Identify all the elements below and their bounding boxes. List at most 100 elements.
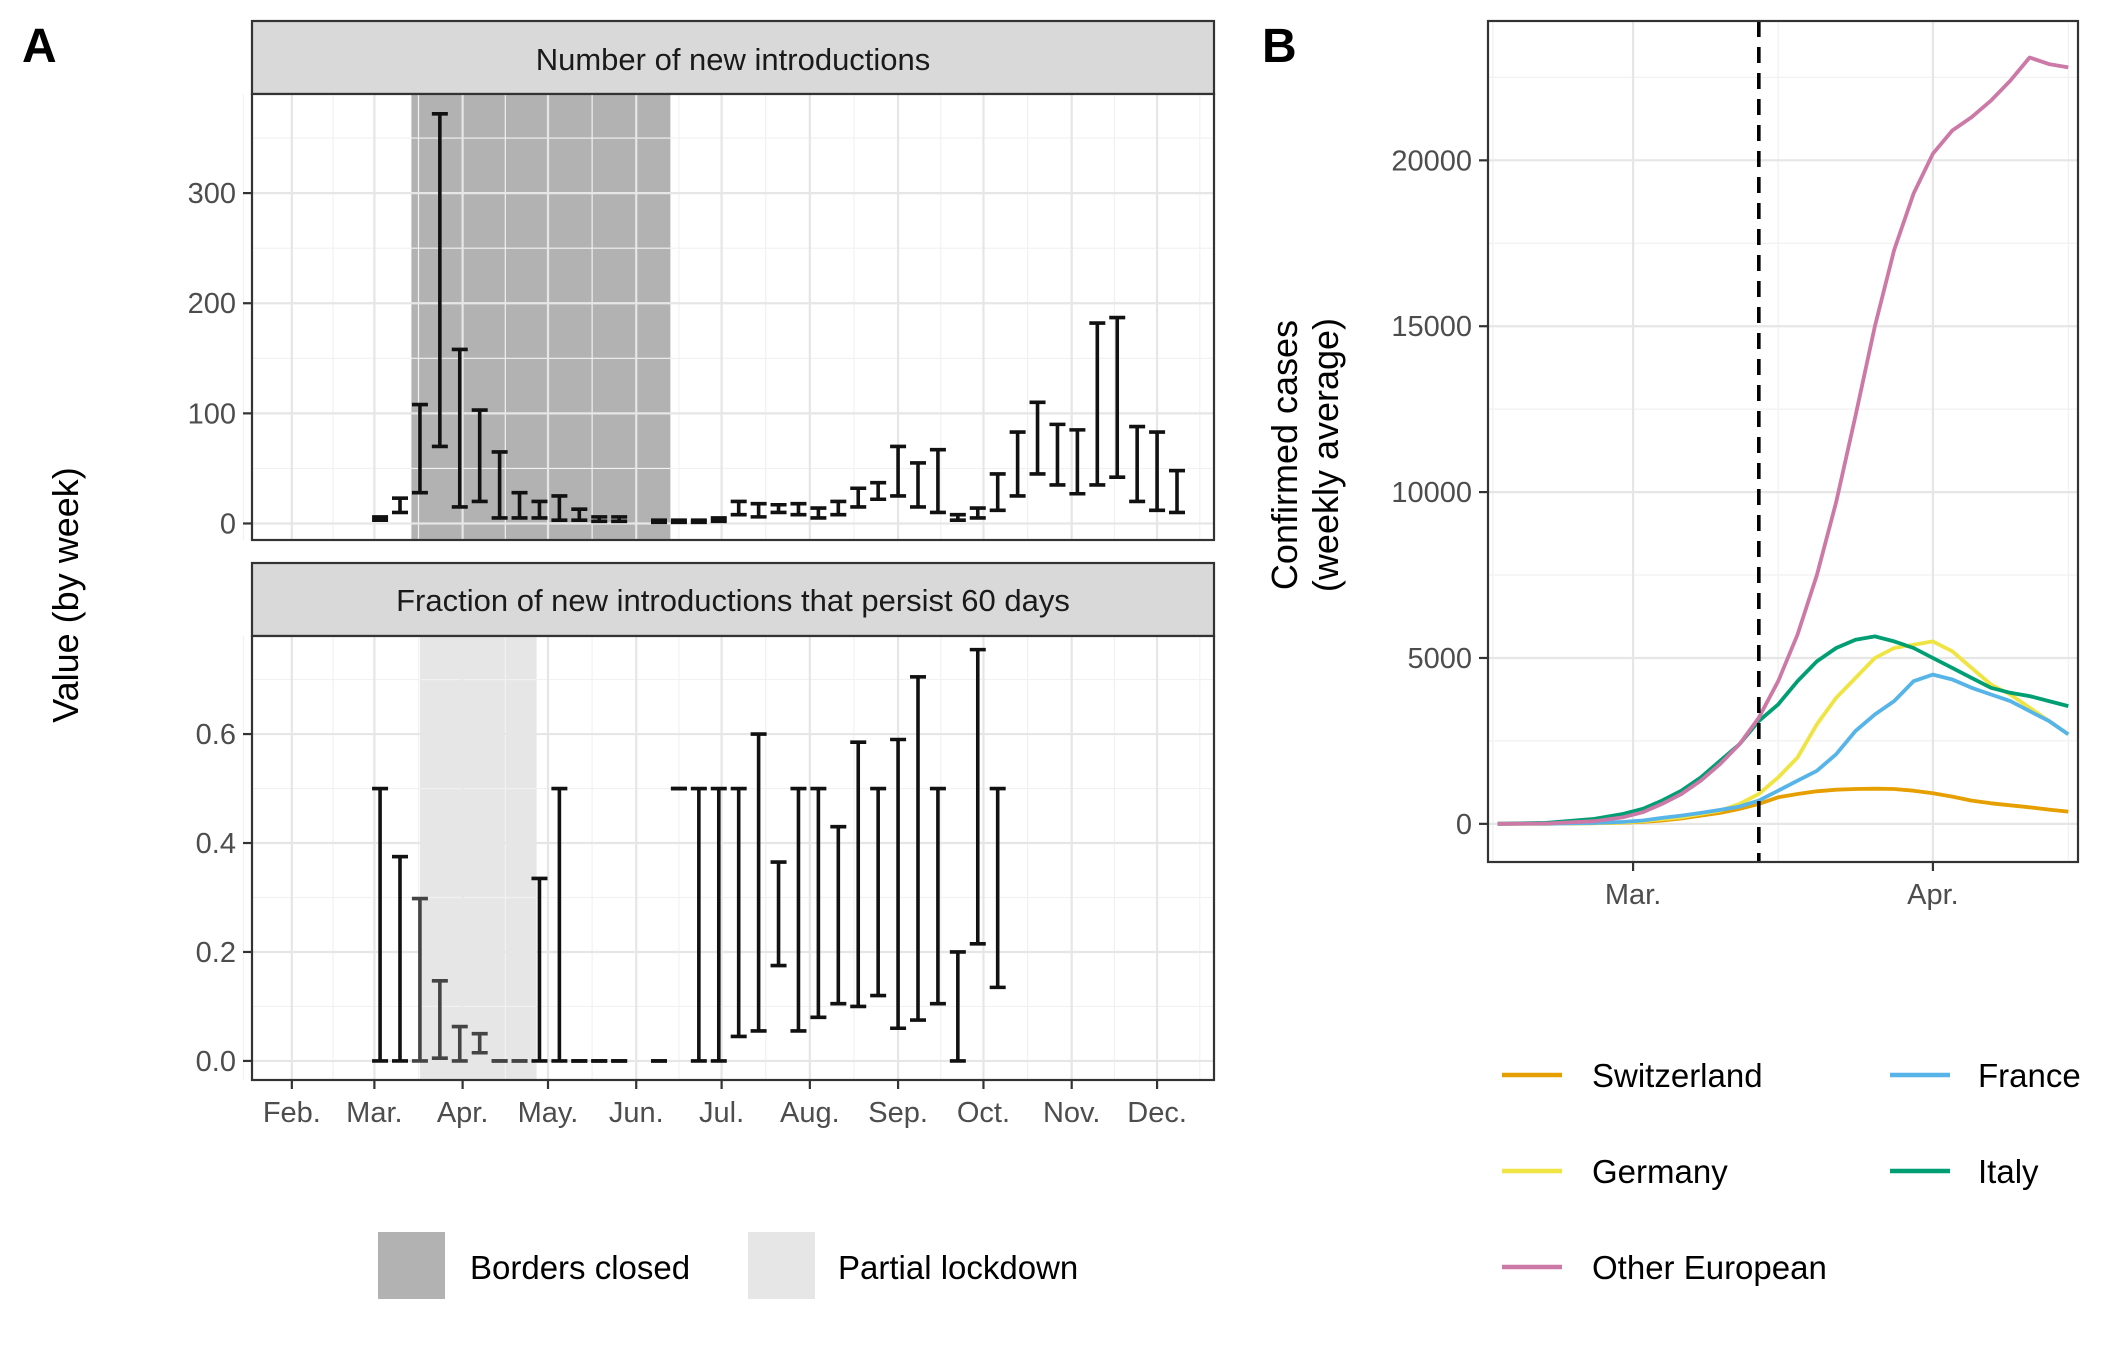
- panel-b-series: [1497, 55, 2070, 826]
- error-bar: [770, 502, 787, 515]
- error-bar: [810, 506, 827, 520]
- error-bar: [710, 786, 727, 1063]
- error-bar: [411, 402, 428, 495]
- error-bar: [670, 518, 687, 525]
- bottom-y-axis: 0.0 0.2 0.4 0.6: [196, 719, 252, 1078]
- shaded-region: [419, 636, 537, 1080]
- error-bar: [989, 472, 1006, 513]
- bottom-plot-frame: [250, 634, 1216, 1082]
- y-tick-label: 0: [1456, 809, 1472, 841]
- error-bar: [591, 515, 608, 524]
- error-bar: [710, 516, 727, 524]
- panel-a-y-axis-title: Value (by week): [45, 467, 86, 722]
- x-tick-label: Mar.: [346, 1097, 402, 1129]
- error-bar: [611, 515, 628, 524]
- y-tick-label: 0: [220, 508, 236, 540]
- error-bar: [870, 480, 887, 502]
- series-line-other-european: [1497, 55, 2069, 826]
- error-bar: [969, 506, 986, 520]
- top-y-axis: 0 100 200 300: [188, 178, 252, 540]
- error-bar: [850, 740, 867, 1009]
- error-bar: [372, 786, 389, 1063]
- panel-b-y-axis: 0 5000 10000 15000 20000: [1391, 145, 1488, 841]
- legend-label-italy: Italy: [1978, 1153, 2039, 1190]
- top-facet-strip: [250, 19, 1216, 96]
- error-bar: [730, 499, 747, 517]
- x-tick-label: Oct.: [957, 1097, 1010, 1129]
- error-bar: [810, 786, 827, 1020]
- shaded-region: [411, 94, 671, 540]
- borders-closed-shading: [411, 94, 671, 540]
- error-bar: [690, 518, 707, 525]
- x-tick-label: Mar.: [1605, 879, 1661, 911]
- error-bar: [929, 786, 946, 1006]
- error-bar: [790, 501, 807, 517]
- error-bar: [770, 860, 787, 968]
- x-tick-label: May.: [518, 1097, 579, 1129]
- error-bar: [830, 824, 847, 1006]
- error-bar: [471, 1031, 488, 1055]
- bottom-facet-strip: [250, 561, 1216, 638]
- legend-key-partial-lockdown: [748, 1232, 815, 1299]
- legend-label-other-european: Other European: [1592, 1249, 1827, 1286]
- error-bar: [929, 447, 946, 515]
- error-bar: [1089, 321, 1106, 487]
- top-plot-background: [252, 94, 1214, 540]
- error-bar: [551, 494, 568, 522]
- error-bar: [1109, 315, 1126, 480]
- x-tick-label: Sep.: [868, 1097, 928, 1129]
- error-bar: [1149, 430, 1166, 513]
- panel-a-legend: Borders closed Partial lockdown: [378, 1232, 1078, 1299]
- y-tick-label: 0.6: [196, 719, 236, 751]
- y-tick-label: 300: [188, 178, 236, 210]
- error-bar: [471, 408, 488, 504]
- error-bar: [870, 786, 887, 998]
- panel-b-gridlines: [1488, 21, 2078, 862]
- panel-b-plot-frame: [1486, 19, 2080, 864]
- x-tick-label: Feb.: [263, 1097, 321, 1129]
- top-plot-frame: [250, 92, 1216, 542]
- x-tick-label: Jun.: [609, 1097, 664, 1129]
- error-bar: [910, 675, 926, 1022]
- panel-b-plot-background: [1488, 21, 2078, 862]
- bottom-facet-title: Fraction of new introductions that persi…: [396, 583, 1070, 618]
- error-bar: [1029, 400, 1046, 476]
- legend-label-france: France: [1978, 1057, 2081, 1094]
- error-bar: [1009, 430, 1026, 498]
- legend-label-germany: Germany: [1592, 1153, 1728, 1190]
- x-tick-label: Dec.: [1127, 1097, 1187, 1129]
- panel-label-a: A: [22, 20, 57, 73]
- panel-b-legend: Switzerland France Germany Italy Other E…: [1502, 1057, 2081, 1286]
- y-tick-label: 0.0: [196, 1046, 236, 1078]
- error-bar: [949, 512, 966, 522]
- error-bar: [571, 507, 588, 522]
- panel-b-x-axis: Mar. Apr.: [1605, 862, 1959, 911]
- panel-b-y-title-line1: Confirmed cases: [1264, 320, 1305, 590]
- error-bar: [890, 737, 907, 1031]
- error-bar: [431, 112, 448, 449]
- panel-label-b: B: [1262, 20, 1297, 73]
- x-tick-label: Nov.: [1043, 1097, 1100, 1129]
- panel-a-top-facet: Number of new introductions 0 100 200 300: [188, 19, 1216, 542]
- partial-lockdown-shading: [419, 636, 537, 1080]
- error-bar: [651, 518, 667, 525]
- error-bar: [790, 786, 807, 1033]
- x-tick-label: Apr.: [1907, 879, 1959, 911]
- error-bar: [451, 1024, 468, 1063]
- panel-b-y-title-line2: (weekly average): [1305, 318, 1346, 592]
- error-bar: [910, 461, 926, 509]
- x-tick-label: Jul.: [699, 1097, 744, 1129]
- y-tick-label: 0.2: [196, 937, 236, 969]
- error-bar: [1169, 468, 1185, 515]
- y-tick-label: 0.4: [196, 828, 236, 860]
- error-bar: [392, 854, 408, 1063]
- error-bar: [830, 499, 847, 517]
- error-bar: [451, 347, 468, 509]
- error-bar: [890, 444, 907, 498]
- y-tick-label: 15000: [1391, 311, 1472, 343]
- panel-b: Confirmed cases (weekly average) 0 5000 10…: [1264, 19, 2080, 911]
- error-bar: [1069, 428, 1086, 496]
- y-tick-label: 200: [188, 288, 236, 320]
- error-bar: [531, 499, 548, 520]
